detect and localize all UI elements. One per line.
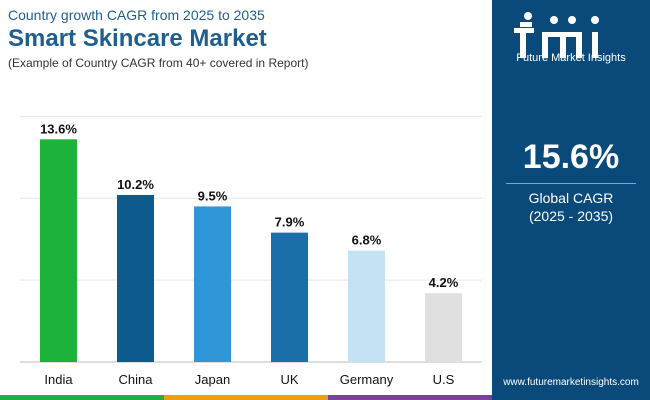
bar-us [425, 293, 462, 362]
footer-segment-green [0, 395, 164, 400]
value-label: 13.6% [40, 121, 77, 136]
global-cagr-value: 15.6% [522, 138, 620, 176]
category-label: China [119, 372, 154, 387]
bar-germany [348, 250, 385, 362]
footer-color-bar [0, 395, 492, 400]
chart-title: Smart Skincare Market [8, 25, 267, 52]
value-label: 7.9% [275, 215, 305, 230]
logo-text: Future Market Insights [516, 52, 626, 64]
category-label: UK [280, 372, 298, 387]
footer-segment-orange [164, 395, 328, 400]
website-url[interactable]: www.futuremarketinsights.com [503, 377, 639, 388]
category-label: Japan [195, 372, 230, 387]
bar-india [40, 139, 77, 362]
value-label: 6.8% [352, 233, 382, 248]
category-label: Germany [340, 372, 394, 387]
value-label: 9.5% [198, 188, 228, 203]
chart-subtitle: Country growth CAGR from 2025 to 2035 [8, 7, 265, 23]
fmi-logo [514, 12, 599, 58]
sidebar-panel: Future Market Insights 15.6% Global CAGR… [492, 0, 650, 400]
footer-segment-purple [328, 395, 492, 400]
header: Country growth CAGR from 2025 to 2035 Sm… [8, 6, 488, 71]
bar-chart: 13.6% India 10.2% China 9.5% Japan 7.9% UK 6.8% G… [20, 115, 482, 387]
category-label: India [44, 372, 73, 387]
category-label: U.S [433, 372, 455, 387]
value-label: 4.2% [429, 275, 459, 290]
global-cagr-label: Global CAGR [528, 190, 614, 206]
value-label: 10.2% [117, 177, 154, 192]
global-cagr-period: (2025 - 2035) [528, 208, 614, 224]
bar-japan [194, 206, 231, 362]
bar-china [117, 194, 154, 362]
chart-note: (Example of Country CAGR from 40+ covere… [8, 56, 309, 70]
bar-uk [271, 232, 308, 362]
sidebar-divider [506, 183, 636, 184]
